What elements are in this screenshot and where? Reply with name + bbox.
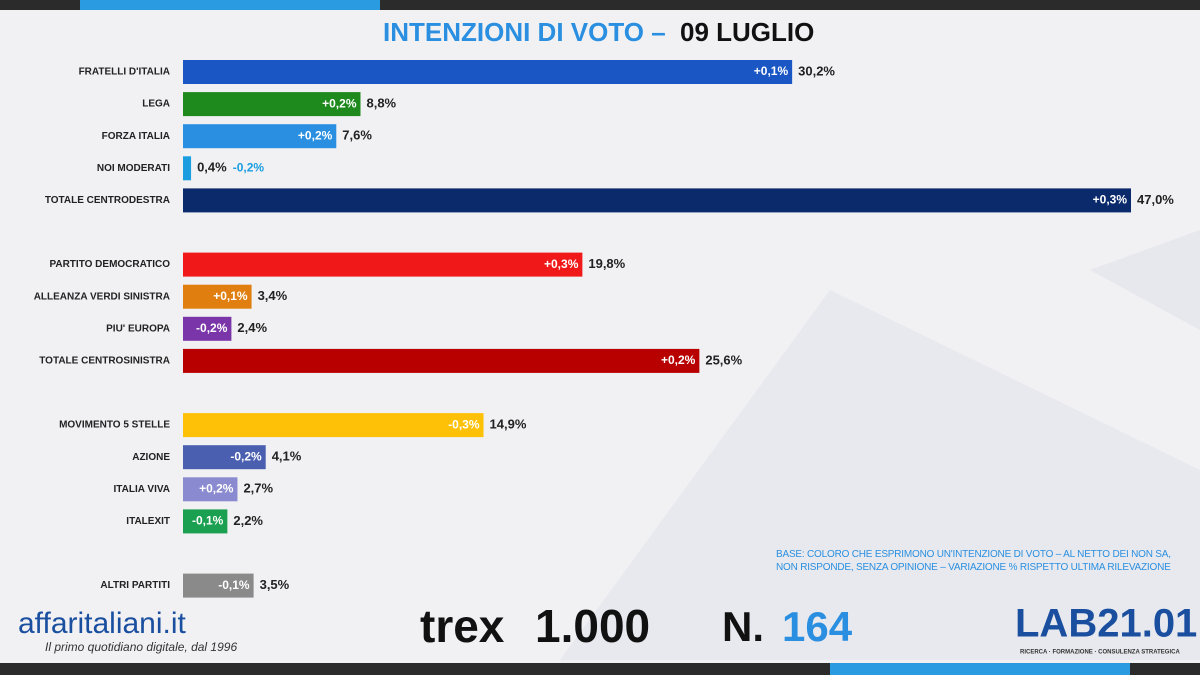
value-label: 4,1% (272, 449, 302, 464)
lab: LAB21.01 (1015, 602, 1197, 646)
change-label: -0,3% (448, 417, 480, 431)
bar (183, 348, 700, 373)
category-label: AZIONE (132, 452, 170, 463)
bar (183, 60, 793, 84)
value-label: 3,4% (258, 288, 288, 303)
bar (183, 316, 232, 341)
value-label: 7,6% (342, 128, 372, 143)
value-label: 3,5% (260, 577, 290, 592)
change-label: +0,3% (544, 257, 579, 271)
category-label: FORZA ITALIA (102, 131, 170, 142)
category-label: PIU' EUROPA (106, 323, 170, 334)
category-label: ITALEXIT (126, 516, 170, 527)
category-label: ALLEANZA VERDI SINISTRA (34, 291, 170, 302)
bar (183, 284, 252, 309)
bar (183, 188, 1131, 213)
category-label: LEGA (142, 99, 170, 110)
category-label: ALTRI PARTITI (100, 580, 170, 591)
value-label: 47,0% (1137, 192, 1174, 207)
value-label: 19,8% (588, 256, 625, 271)
category-label: MOVIMENTO 5 STELLE (59, 420, 170, 431)
trex: trex (420, 600, 505, 652)
change-label: -0,1% (218, 578, 250, 592)
change-label: +0,2% (298, 128, 333, 142)
bar (183, 124, 337, 149)
bar (183, 477, 238, 502)
chart-title: INTENZIONI DI VOTO – (383, 17, 666, 47)
bar (183, 573, 254, 598)
tagline: Il primo quotidiano digitale, dal 1996 (45, 640, 237, 654)
issue-prefix: N. (722, 603, 764, 650)
value-label: 30,2% (798, 63, 835, 78)
note: BASE: COLORO CHE ESPRIMONO UN'INTENZIONE… (776, 549, 1171, 573)
value-label: 2,2% (233, 513, 263, 528)
bar (183, 413, 484, 438)
value-label: 25,6% (705, 352, 742, 367)
change-label: +0,2% (199, 481, 234, 495)
lab-tagline: RICERCA · FORMAZIONE · CONSULENZA STRATE… (1020, 650, 1180, 656)
bar (183, 509, 228, 534)
bar (183, 92, 361, 117)
value-label: 14,9% (490, 417, 527, 432)
value-label: 0,4% (197, 160, 227, 175)
change-label: +0,3% (1093, 193, 1128, 207)
category-label: NOI MODERATI (97, 163, 170, 174)
change-label: +0,2% (661, 353, 696, 367)
value-label: 2,7% (243, 481, 273, 496)
chart-subtitle: 09 LUGLIO (680, 17, 814, 47)
category-label: TOTALE CENTRODESTRA (45, 195, 170, 206)
change-label: -0,1% (192, 514, 224, 528)
change-label: +0,2% (322, 96, 357, 110)
category-label: FRATELLI D'ITALIA (79, 67, 170, 78)
change-label: +0,1% (213, 289, 248, 303)
category-label: PARTITO DEMOCRATICO (49, 259, 170, 270)
bar (183, 445, 266, 470)
value-label: 8,8% (366, 96, 396, 111)
change-label: -0,2% (233, 160, 265, 174)
change-label: -0,2% (230, 449, 262, 463)
bar (183, 156, 192, 181)
category-label: TOTALE CENTROSINISTRA (39, 356, 170, 367)
brand: affaritaliani.it (18, 607, 187, 640)
category-label: ITALIA VIVA (114, 484, 170, 495)
change-label: -0,2% (196, 321, 228, 335)
bar (183, 252, 583, 277)
value-label: 2,4% (237, 320, 267, 335)
sample: 1.000 (535, 600, 650, 652)
change-label: +0,1% (754, 64, 789, 78)
issue: 164 (782, 603, 853, 650)
